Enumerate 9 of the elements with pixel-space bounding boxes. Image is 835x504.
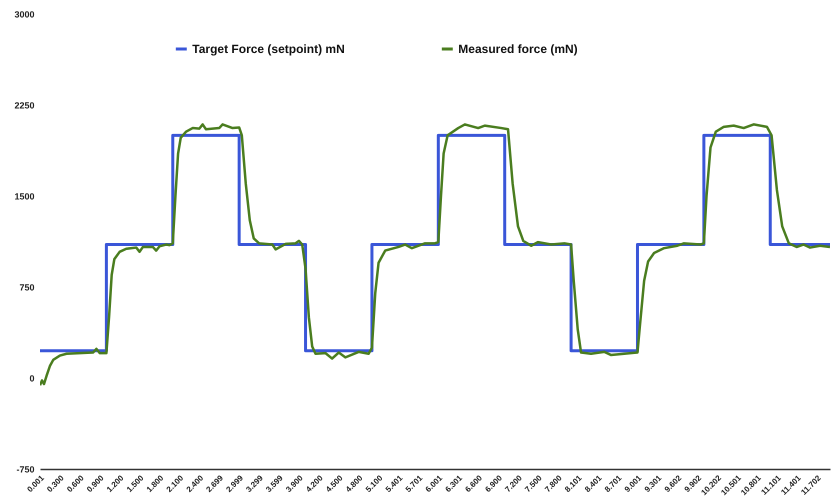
legend-label: Measured force (mN) [458, 42, 578, 56]
y-tick-label: 1500 [14, 192, 34, 202]
line-series [40, 123, 830, 387]
y-tick-label: 2250 [14, 100, 34, 110]
y-tick-label: 3000 [14, 10, 34, 20]
y-tick-label: 750 [19, 282, 34, 292]
y-tick-label: 0 [29, 374, 34, 384]
y-tick-label: -750 [16, 464, 34, 474]
legend-label: Target Force (setpoint) mN [192, 42, 345, 56]
